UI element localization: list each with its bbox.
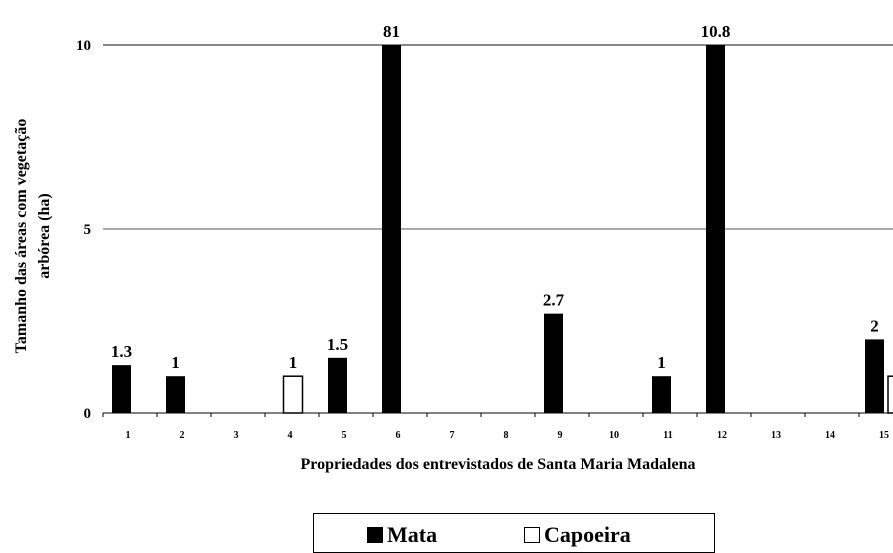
bar-mata-5: [328, 357, 347, 413]
legend-item-mata: Mata: [367, 522, 437, 548]
bar-mata-15: [865, 339, 884, 413]
data-label-mata-15: 2: [870, 316, 879, 335]
bar-mata-12: [706, 45, 725, 413]
x-tick-label: 13: [771, 430, 781, 441]
x-tick-label: 9: [558, 430, 563, 441]
y-tick-label: 5: [84, 222, 92, 238]
bar-mata-1: [112, 365, 131, 413]
bar-mata-2: [166, 376, 185, 413]
data-label-mata-9: 2.7: [543, 291, 565, 310]
legend-swatch-mata: [367, 527, 383, 543]
bar-capoeira-15: [887, 375, 893, 414]
x-tick-label: 6: [396, 430, 401, 441]
legend-swatch-capoeira: [524, 527, 540, 543]
y-tick-label: 0: [84, 406, 92, 422]
x-tick-label: 8: [504, 430, 509, 441]
bar-mata-9: [544, 313, 563, 413]
x-tick-label: 3: [234, 430, 239, 441]
data-label-mata-11: 1: [657, 353, 666, 372]
bar-mata-11: [652, 376, 671, 413]
data-label-mata-1: 1.3: [111, 342, 132, 361]
gridlines: [103, 44, 893, 230]
x-tick-label: 14: [825, 430, 835, 441]
data-label-mata-12: 10.8: [701, 22, 731, 41]
y-axis-title-line-2: arbórea (ha): [36, 193, 53, 278]
legend-item-capoeira: Capoeira: [524, 522, 631, 548]
x-tick-label: 15: [879, 430, 889, 441]
legend: Mata Capoeira: [313, 513, 715, 553]
x-tick-label: 4: [288, 430, 293, 441]
x-tick-label: 2: [180, 430, 185, 441]
x-axis-ticks: 1 2 3 4 5 6 7 8 9 10 11 12 13 14 15: [102, 413, 889, 441]
data-label-capoeira-4: 1: [289, 353, 298, 372]
x-tick-label: 10: [609, 430, 619, 441]
bar-capoeira-4: [282, 375, 304, 414]
x-tick-label: 7: [450, 430, 455, 441]
x-tick-label: 5: [342, 430, 347, 441]
x-axis-title: Propriedades dos entrevistados de Santa …: [301, 456, 696, 473]
x-tick-label: 12: [717, 430, 727, 441]
data-label-mata-5: 1.5: [327, 335, 348, 354]
legend-label-mata: Mata: [387, 522, 438, 547]
y-axis-ticks: 0 5 10: [76, 38, 91, 422]
data-label-mata-6: 81: [383, 22, 400, 41]
x-tick-label: 1: [126, 430, 131, 441]
legend-label-capoeira: Capoeira: [544, 522, 631, 547]
bar-mata-6: [382, 45, 401, 413]
data-label-mata-2: 1: [171, 353, 180, 372]
y-axis-title-line-1: Tamanho das áreas com vegetação: [13, 119, 30, 354]
y-tick-label: 10: [76, 38, 91, 54]
x-tick-label: 11: [663, 430, 672, 441]
